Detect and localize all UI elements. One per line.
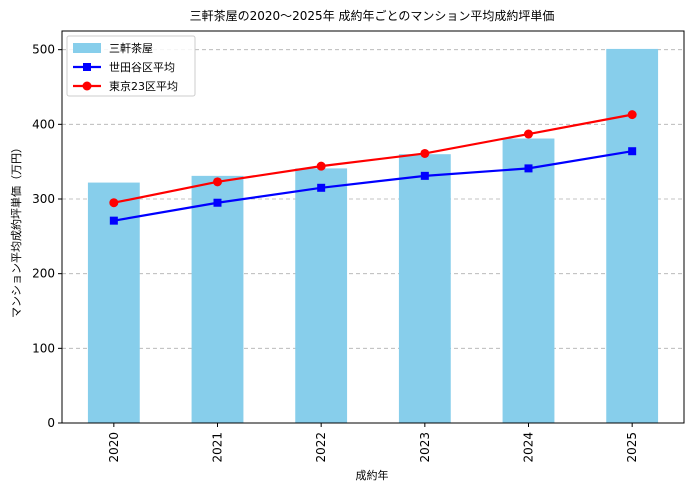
y-axis: 0 100 200 300 400 500 [32, 43, 62, 430]
series-1-point [524, 129, 533, 139]
plot-frame [61, 30, 685, 424]
series-0-point [524, 164, 533, 173]
y-tick-label: 500 [32, 43, 55, 57]
x-tick-label: 2020 [107, 432, 121, 463]
bar-2023 [398, 154, 451, 423]
x-axis-title: 成約年 [356, 468, 389, 482]
x-axis: 2020 2021 2022 2023 2024 2025 [107, 423, 639, 463]
series-0-point [317, 183, 326, 192]
series-1-point [213, 177, 222, 187]
series-1-point [109, 198, 119, 208]
legend-label-0: 三軒茶屋 [109, 42, 153, 55]
series-1-point [627, 110, 637, 120]
x-tick-label: 2023 [418, 432, 432, 463]
bar-2021 [191, 175, 244, 423]
legend-label-1: 世田谷区平均 [109, 61, 175, 74]
y-tick-label: 100 [32, 341, 55, 355]
y-tick-label: 300 [32, 192, 55, 206]
bar-2024 [502, 138, 555, 423]
bar-2025 [606, 48, 659, 424]
legend-marker-1 [83, 63, 91, 71]
y-tick-label: 0 [47, 416, 55, 430]
bar-series [87, 48, 659, 424]
x-tick-label: 2024 [522, 432, 536, 463]
x-tick-label: 2021 [211, 432, 225, 463]
bar-2022 [295, 168, 348, 423]
series-1-point [316, 161, 326, 171]
line-series [109, 110, 637, 225]
series-line-0 [113, 150, 633, 222]
y-tick-label: 400 [32, 117, 55, 131]
series-0-point [420, 171, 429, 180]
legend-label-2: 東京23区平均 [109, 79, 178, 93]
y-tick-label: 200 [32, 267, 55, 281]
series-1-point [420, 148, 430, 158]
x-tick-label: 2025 [625, 432, 639, 463]
series-0-point [109, 216, 118, 225]
legend-swatch-0 [73, 43, 101, 53]
series-0-point [213, 198, 222, 207]
series-0-point [628, 147, 637, 156]
x-tick-label: 2022 [314, 432, 328, 463]
legend-marker-2 [82, 81, 92, 91]
chart-title: 三軒茶屋の2020〜2025年 成約年ごとのマンション平均成約坪単価 [190, 8, 555, 23]
series-line-1 [113, 113, 633, 204]
y-axis-title: マンション平均成約坪単価（万円） [9, 142, 23, 318]
